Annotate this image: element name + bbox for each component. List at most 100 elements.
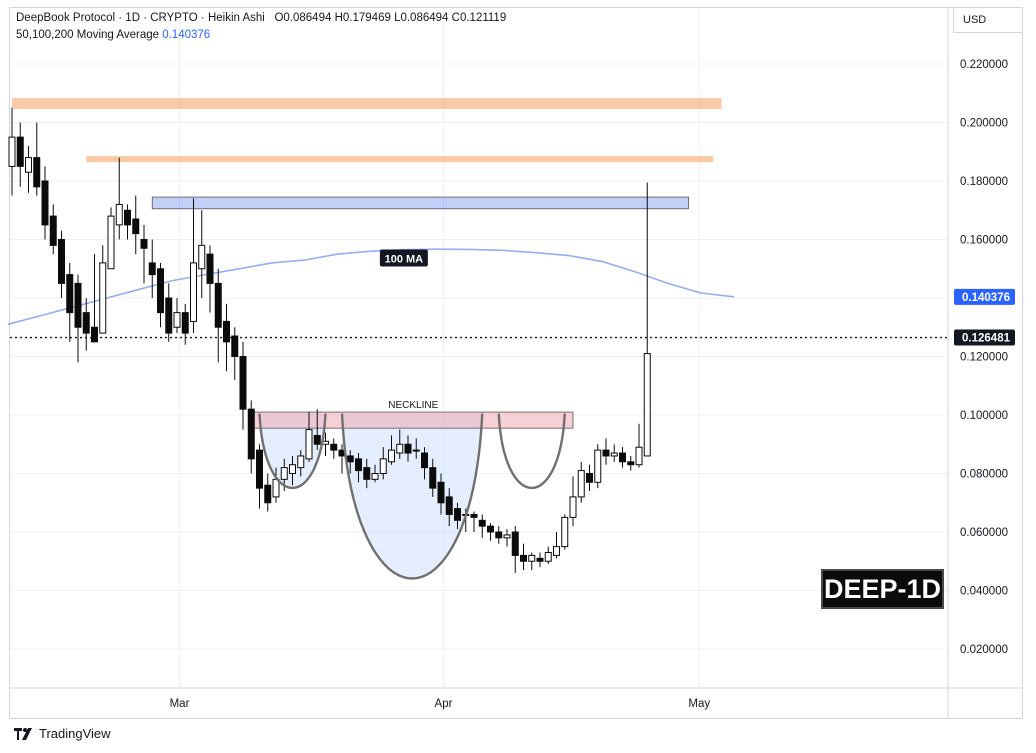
candle-body (511, 531, 519, 556)
candle-body (619, 452, 626, 463)
y-tick-label: 0.040000 (960, 586, 1008, 598)
candle-body (503, 534, 511, 539)
candle-body (124, 209, 131, 226)
candle-body (181, 312, 189, 334)
currency-button[interactable]: USD (953, 7, 1023, 33)
y-tick-label: 0.100000 (960, 410, 1008, 422)
right-shoulder-curve (497, 413, 566, 490)
candle-body (157, 268, 164, 314)
candle-body (99, 262, 107, 334)
candle-body (478, 519, 486, 527)
y-tick-label: 0.200000 (960, 118, 1008, 130)
candle-body (635, 446, 643, 466)
candle-body (8, 136, 16, 167)
candle-body (330, 443, 338, 451)
candle-body (223, 320, 230, 343)
candle-body (214, 282, 222, 328)
x-tick-label: Apr (435, 698, 453, 710)
candle-body (454, 508, 461, 521)
candle-body (602, 449, 610, 457)
candle-body (297, 455, 305, 469)
candle-body (421, 452, 428, 469)
close-value: 0.121119 (459, 12, 507, 24)
candle-body (610, 452, 618, 457)
chart-legend: DeepBook Protocol · 1D · CRYPTO · Heikin… (16, 10, 506, 44)
candle-body (289, 464, 296, 475)
candle-body (173, 312, 181, 328)
candle-body (280, 467, 288, 480)
candle-body (16, 136, 24, 167)
y-tick-label: 0.160000 (960, 235, 1008, 247)
candle-body (643, 353, 651, 457)
candle-body (148, 262, 156, 276)
tradingview-logo-icon (14, 727, 32, 740)
candle-body (363, 467, 371, 480)
supply-zone (151, 196, 689, 210)
ma-annotation-box (379, 249, 428, 267)
candle-body (346, 455, 354, 463)
candle-body (41, 180, 49, 226)
open-value: 0.086494 (283, 12, 332, 24)
high-label: H (334, 12, 343, 24)
y-tick-label: 0.020000 (960, 644, 1008, 656)
candle-body (586, 473, 593, 483)
y-tick-label: 0.180000 (960, 176, 1008, 188)
candle-body (577, 470, 585, 498)
candle-body (165, 297, 173, 334)
candle-body (404, 443, 412, 454)
candle-body (536, 557, 544, 562)
candle-body (107, 215, 115, 270)
neckline-zone (250, 411, 574, 429)
candle-body (495, 531, 503, 539)
candle-body (264, 484, 272, 504)
candle-body (74, 282, 82, 328)
candle-body (528, 554, 536, 562)
candle-body (231, 335, 239, 357)
candle-body (437, 481, 445, 504)
candle-body (627, 461, 635, 466)
ma-annotation-label: 100 MA (385, 254, 424, 266)
low-label: L (394, 12, 401, 24)
last-price-label: 0.126481 (962, 333, 1011, 345)
x-tick-label: May (688, 698, 710, 710)
ma-price-label: 0.140376 (962, 292, 1010, 304)
candle-body (256, 449, 263, 489)
low-value: 0.086494 (400, 12, 449, 24)
ma-legend-row[interactable]: 50,100,200 Moving Average 0.140376 (16, 27, 506, 44)
candle-body (487, 525, 494, 533)
y-tick-label: 0.120000 (960, 352, 1008, 364)
chart-frame (9, 7, 1023, 719)
candle-body (247, 408, 255, 460)
candle-body (561, 516, 569, 548)
candle-body (594, 449, 602, 483)
candle-body (355, 458, 362, 472)
candle-body (58, 239, 65, 284)
symbol-info: DeepBook Protocol · 1D · CRYPTO · Heikin… (16, 12, 265, 24)
candle-body (470, 513, 478, 518)
ticker-badge: DEEP-1D (821, 569, 944, 609)
candle-body (33, 157, 41, 188)
candle-body (198, 244, 206, 270)
tradingview-brand: TradingView (39, 726, 111, 741)
candle-body (429, 467, 437, 489)
candle-body (305, 429, 313, 460)
candle-body (520, 554, 527, 562)
candle-body (115, 203, 123, 226)
candle-body (569, 496, 577, 518)
open-label: O (274, 12, 284, 24)
ma-indicator-value: 0.140376 (162, 29, 211, 41)
candle-body (49, 215, 57, 246)
candle-body (66, 274, 74, 314)
candle-body (412, 449, 420, 452)
candle-body (140, 239, 148, 249)
footer[interactable]: TradingView (14, 726, 111, 741)
ohlc-row: DeepBook Protocol · 1D · CRYPTO · Heikin… (16, 10, 506, 27)
y-tick-label: 0.060000 (960, 527, 1008, 539)
candle-body (371, 473, 379, 480)
head-curve (340, 413, 484, 580)
candle-body (190, 262, 197, 322)
candle-body (553, 546, 560, 556)
cup-fill (342, 413, 483, 579)
ma-price-tag (954, 288, 1015, 305)
